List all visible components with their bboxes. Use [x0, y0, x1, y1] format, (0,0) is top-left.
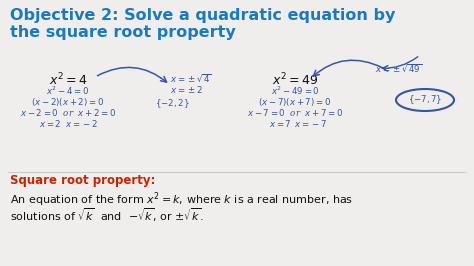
Text: $x=\pm\sqrt{49}$: $x=\pm\sqrt{49}$	[375, 62, 422, 74]
Text: $x=-7$: $x=-7$	[294, 118, 328, 129]
Text: $x-7=0$  or  $x+7=0$: $x-7=0$ or $x+7=0$	[247, 107, 343, 118]
Text: $x=\pm2$: $x=\pm2$	[170, 84, 203, 95]
Text: $x^2-4=0$: $x^2-4=0$	[46, 85, 90, 97]
Text: $x^2 = 49$: $x^2 = 49$	[272, 72, 318, 89]
Text: $x=7$: $x=7$	[269, 118, 292, 129]
Text: $x^2-49=0$: $x^2-49=0$	[271, 85, 319, 97]
Text: $x=2$: $x=2$	[39, 118, 61, 129]
Text: $x^2 = 4$: $x^2 = 4$	[49, 72, 87, 89]
Text: Objective 2: Solve a quadratic equation by
the square root property: Objective 2: Solve a quadratic equation …	[10, 8, 395, 40]
Text: An equation of the form $x^2 = k$, where $k$ is a real number, has: An equation of the form $x^2 = k$, where…	[10, 190, 353, 209]
Text: Square root property:: Square root property:	[10, 174, 155, 187]
Text: $(x-7)(x+7)=0$: $(x-7)(x+7)=0$	[258, 96, 332, 108]
Text: $x=-2$: $x=-2$	[65, 118, 99, 129]
Text: $\{-2,2\}$: $\{-2,2\}$	[155, 97, 190, 110]
Text: $x-2=0$  or  $x+2=0$: $x-2=0$ or $x+2=0$	[20, 107, 116, 118]
Text: $(x-2)(x+2)=0$: $(x-2)(x+2)=0$	[31, 96, 105, 108]
Text: solutions of $\sqrt{k}$  and  $-\sqrt{k}$, or $\pm\sqrt{k}$.: solutions of $\sqrt{k}$ and $-\sqrt{k}$,…	[10, 206, 204, 224]
Text: $x=\pm\sqrt{4}$: $x=\pm\sqrt{4}$	[170, 72, 211, 84]
Text: $\{-7,7\}$: $\{-7,7\}$	[408, 94, 442, 106]
